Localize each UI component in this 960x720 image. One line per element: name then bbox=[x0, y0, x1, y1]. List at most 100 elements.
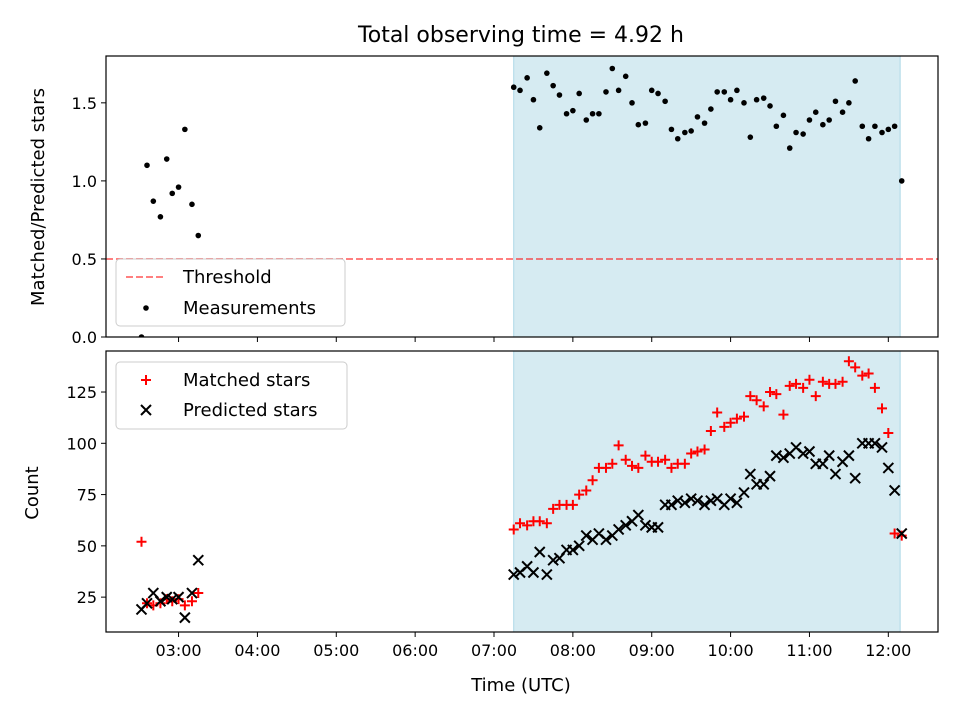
measurement-point bbox=[898, 178, 905, 184]
predicted-point bbox=[797, 447, 809, 460]
matched-point bbox=[705, 425, 716, 436]
ratio-y-tick-label: 0.5 bbox=[72, 250, 97, 269]
measurement-point bbox=[150, 198, 157, 204]
matched-point bbox=[877, 403, 888, 414]
measurement-point bbox=[662, 98, 668, 105]
matched-point bbox=[653, 456, 664, 467]
measurement-point bbox=[865, 135, 872, 142]
measurement-point bbox=[747, 134, 754, 140]
measurement-point bbox=[596, 110, 602, 117]
x-tick-label: 10:00 bbox=[708, 641, 754, 660]
matched-point bbox=[731, 413, 742, 424]
count-y-tick-label: 50 bbox=[77, 537, 97, 556]
predicted-point bbox=[896, 527, 908, 540]
measurement-point bbox=[793, 129, 799, 136]
predicted-point bbox=[186, 587, 198, 599]
predicted-point bbox=[573, 540, 585, 552]
count-points bbox=[135, 356, 908, 624]
matched-point bbox=[686, 448, 697, 459]
x-tick-label: 04:00 bbox=[234, 641, 280, 660]
predicted-point bbox=[527, 566, 540, 579]
measurement-point bbox=[609, 65, 616, 72]
predicted-point bbox=[154, 595, 167, 607]
count-observing-span bbox=[513, 350, 901, 633]
ratio-panel: 0.0 0.5 1.0 1.5 Threshold Measurements bbox=[72, 55, 939, 347]
legend-predicted-label: Predicted stars bbox=[183, 400, 317, 421]
matched-point bbox=[784, 380, 795, 391]
ratio-y-tick-label: 1.0 bbox=[72, 172, 97, 191]
measurement-point bbox=[642, 120, 649, 126]
measurement-point bbox=[674, 135, 681, 142]
matched-point bbox=[136, 536, 147, 547]
matched-point bbox=[751, 395, 762, 406]
matched-point bbox=[719, 421, 730, 432]
count-y-tick-label: 125 bbox=[66, 383, 97, 402]
matched-point bbox=[548, 503, 559, 514]
measurement-point bbox=[563, 110, 570, 117]
measurement-point bbox=[839, 109, 846, 115]
measurement-point bbox=[806, 117, 813, 123]
matched-point bbox=[889, 528, 900, 539]
matched-point bbox=[186, 596, 197, 607]
measurement-point bbox=[524, 75, 530, 81]
matched-point bbox=[810, 391, 821, 402]
measurement-point bbox=[530, 96, 537, 103]
predicted-point bbox=[508, 568, 520, 581]
measurement-point bbox=[767, 103, 773, 109]
x-tick-label: 09:00 bbox=[629, 641, 675, 660]
x-tick-label: 05:00 bbox=[313, 641, 359, 660]
matched-point bbox=[613, 440, 624, 451]
count-y-tick-label: 25 bbox=[77, 588, 97, 607]
predicted-point bbox=[731, 497, 743, 509]
measurement-point bbox=[570, 107, 576, 114]
matched-point bbox=[522, 520, 533, 531]
measurement-point bbox=[603, 89, 609, 95]
measurement-point bbox=[517, 87, 523, 94]
matched-point bbox=[679, 458, 690, 469]
matched-point bbox=[804, 374, 815, 385]
predicted-point bbox=[843, 449, 855, 462]
matched-point bbox=[817, 376, 828, 387]
matched-point bbox=[179, 600, 190, 611]
predicted-point bbox=[744, 468, 757, 480]
measurement-point bbox=[832, 98, 839, 105]
y-axis-label-count: Count bbox=[22, 466, 43, 519]
predicted-point bbox=[849, 472, 861, 484]
measurement-point bbox=[175, 184, 182, 190]
measurement-point bbox=[694, 114, 701, 120]
predicted-point bbox=[803, 445, 816, 458]
predicted-point bbox=[876, 441, 888, 454]
predicted-point bbox=[541, 568, 553, 581]
predicted-point bbox=[600, 533, 612, 546]
measurement-point bbox=[753, 96, 760, 103]
predicted-point bbox=[632, 509, 645, 521]
legend-matched-swatch bbox=[141, 375, 151, 385]
measurement-point bbox=[629, 100, 635, 106]
predicted-point bbox=[724, 492, 737, 505]
matched-point bbox=[607, 458, 618, 469]
matched-point bbox=[692, 446, 703, 457]
matched-point bbox=[627, 460, 638, 471]
legend-threshold-label: Threshold bbox=[182, 267, 272, 288]
measurement-point bbox=[721, 89, 728, 95]
predicted-point bbox=[679, 497, 691, 509]
matched-point bbox=[863, 368, 874, 379]
predicted-point bbox=[672, 495, 684, 507]
measurement-point bbox=[583, 117, 590, 123]
measurement-point bbox=[648, 87, 655, 94]
count-y-tick-label: 100 bbox=[66, 434, 97, 453]
predicted-point bbox=[698, 499, 711, 511]
predicted-point bbox=[179, 611, 191, 624]
legend-measurement-swatch bbox=[143, 305, 149, 311]
measurement-point bbox=[812, 109, 819, 115]
predicted-point bbox=[738, 486, 750, 499]
measurement-point bbox=[714, 89, 720, 95]
x-tick-label: 08:00 bbox=[550, 641, 596, 660]
measurement-point bbox=[734, 87, 740, 94]
measurement-point bbox=[182, 126, 188, 133]
y-axis-label-ratio: Matched/Predicted stars bbox=[28, 88, 49, 306]
predicted-point bbox=[567, 544, 579, 556]
matched-point bbox=[699, 444, 710, 455]
measurement-point bbox=[169, 190, 176, 197]
